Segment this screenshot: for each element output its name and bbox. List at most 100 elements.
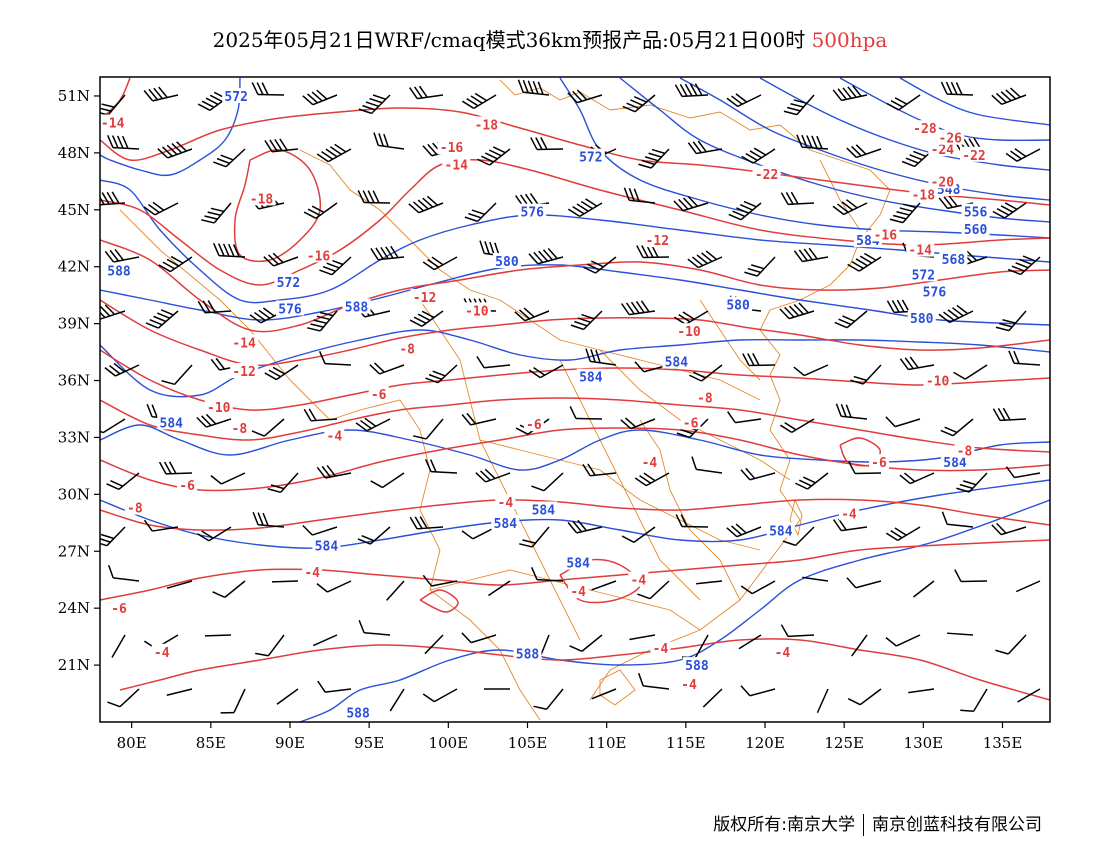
label-bg bbox=[752, 165, 781, 181]
wind-barb bbox=[940, 81, 974, 96]
wind-barb bbox=[100, 191, 126, 206]
temperature-label: -12 bbox=[413, 291, 436, 306]
wind-barb bbox=[889, 202, 921, 224]
wind-barb bbox=[409, 310, 444, 327]
label-bg bbox=[442, 156, 471, 172]
wind-barb bbox=[727, 411, 762, 424]
wind-barb bbox=[355, 417, 391, 432]
temperature-contour bbox=[100, 539, 1050, 601]
wind-barb bbox=[696, 580, 723, 585]
wind-barb bbox=[303, 408, 338, 422]
x-tick-label: 125E bbox=[824, 734, 864, 752]
wind-barb bbox=[567, 89, 603, 104]
wind-barb bbox=[370, 245, 405, 261]
wind-barbs bbox=[100, 79, 1041, 714]
label-bg bbox=[961, 203, 990, 219]
label-bg bbox=[109, 600, 129, 616]
temperature-label: -4 bbox=[631, 574, 647, 589]
wind-barb bbox=[793, 364, 829, 377]
wind-barb bbox=[424, 459, 458, 474]
temperature-label: -14 bbox=[908, 244, 932, 259]
temperature-contours bbox=[100, 77, 1050, 701]
wind-barb bbox=[1015, 580, 1041, 593]
temperature-label: -4 bbox=[681, 678, 697, 693]
wind-barb bbox=[303, 202, 338, 219]
wind-barb bbox=[740, 580, 776, 595]
label-bg bbox=[928, 141, 957, 157]
label-bg bbox=[906, 241, 935, 257]
label-bg bbox=[910, 120, 939, 136]
wind-barb bbox=[796, 134, 829, 150]
label-bg bbox=[694, 389, 715, 405]
wind-barb bbox=[530, 137, 564, 151]
wind-barb bbox=[637, 672, 670, 690]
wind-barb bbox=[373, 132, 405, 150]
temperature-label: -4 bbox=[154, 646, 170, 661]
wind-barb bbox=[780, 624, 815, 638]
wind-barb bbox=[517, 79, 550, 96]
footer-separator bbox=[863, 814, 864, 836]
temperature-contour bbox=[233, 149, 322, 263]
wind-barb bbox=[947, 632, 974, 636]
wind-barb bbox=[585, 348, 617, 366]
y-tick-label: 48N bbox=[58, 144, 90, 162]
label-bg bbox=[304, 247, 333, 263]
label-bg bbox=[151, 643, 172, 659]
temperature-label: -28 bbox=[913, 122, 937, 137]
wind-barb bbox=[107, 688, 140, 708]
latitude-axis: 51N 48N 45N 42N 39N 36N 33N 30N 27N 24N 21N bbox=[58, 87, 100, 674]
wind-barb bbox=[389, 688, 405, 712]
wind-barb bbox=[475, 468, 511, 483]
height-contour bbox=[100, 179, 1050, 304]
wind-barb bbox=[252, 511, 285, 528]
wind-barb bbox=[358, 94, 391, 115]
wind-barb bbox=[899, 472, 935, 485]
wind-barb bbox=[413, 418, 444, 440]
wind-barb bbox=[913, 580, 935, 598]
wind-barb bbox=[143, 86, 179, 102]
wind-barb bbox=[316, 464, 352, 479]
wind-barb bbox=[847, 252, 882, 272]
temperature-label: -4 bbox=[304, 566, 320, 581]
wind-barb bbox=[531, 472, 564, 492]
wind-barb bbox=[1005, 466, 1041, 479]
wind-barb bbox=[885, 526, 921, 542]
label-bg bbox=[492, 253, 521, 269]
wind-barb bbox=[161, 364, 193, 386]
wind-barb bbox=[992, 202, 1027, 219]
temperature-label: -22 bbox=[962, 149, 985, 164]
height-contour bbox=[899, 77, 1050, 126]
wind-barb bbox=[307, 310, 338, 332]
wind-barb bbox=[673, 195, 709, 212]
wind-barb bbox=[899, 356, 935, 371]
wind-barb bbox=[941, 511, 974, 528]
wind-barb bbox=[143, 201, 179, 216]
x-tick-label: 80E bbox=[117, 734, 147, 752]
wind-barb bbox=[158, 255, 193, 273]
wind-barb bbox=[567, 519, 603, 534]
temperature-label: -18 bbox=[475, 118, 499, 133]
temperature-label: -8 bbox=[127, 502, 143, 517]
wind-barb bbox=[795, 472, 829, 490]
wind-barb bbox=[991, 522, 1027, 536]
wind-barb bbox=[835, 403, 868, 420]
temperature-label: -18 bbox=[912, 189, 936, 204]
wind-barb bbox=[740, 467, 776, 481]
height-label: 572 bbox=[277, 276, 300, 291]
wind-barb bbox=[201, 202, 232, 224]
temperature-label: -10 bbox=[465, 304, 489, 319]
height-label: 572 bbox=[912, 268, 935, 283]
label-bg bbox=[576, 148, 605, 164]
wind-barb bbox=[569, 406, 603, 420]
x-tick-label: 100E bbox=[429, 734, 469, 752]
x-tick-label: 90E bbox=[275, 734, 305, 752]
wind-barb bbox=[409, 516, 444, 530]
wind-barb bbox=[1005, 148, 1041, 162]
wind-barb bbox=[636, 244, 670, 259]
height-contour bbox=[679, 77, 1050, 201]
wind-barb bbox=[264, 364, 299, 381]
wind-barb bbox=[386, 580, 405, 601]
x-tick-label: 130E bbox=[904, 734, 944, 752]
wind-barb bbox=[477, 146, 511, 166]
